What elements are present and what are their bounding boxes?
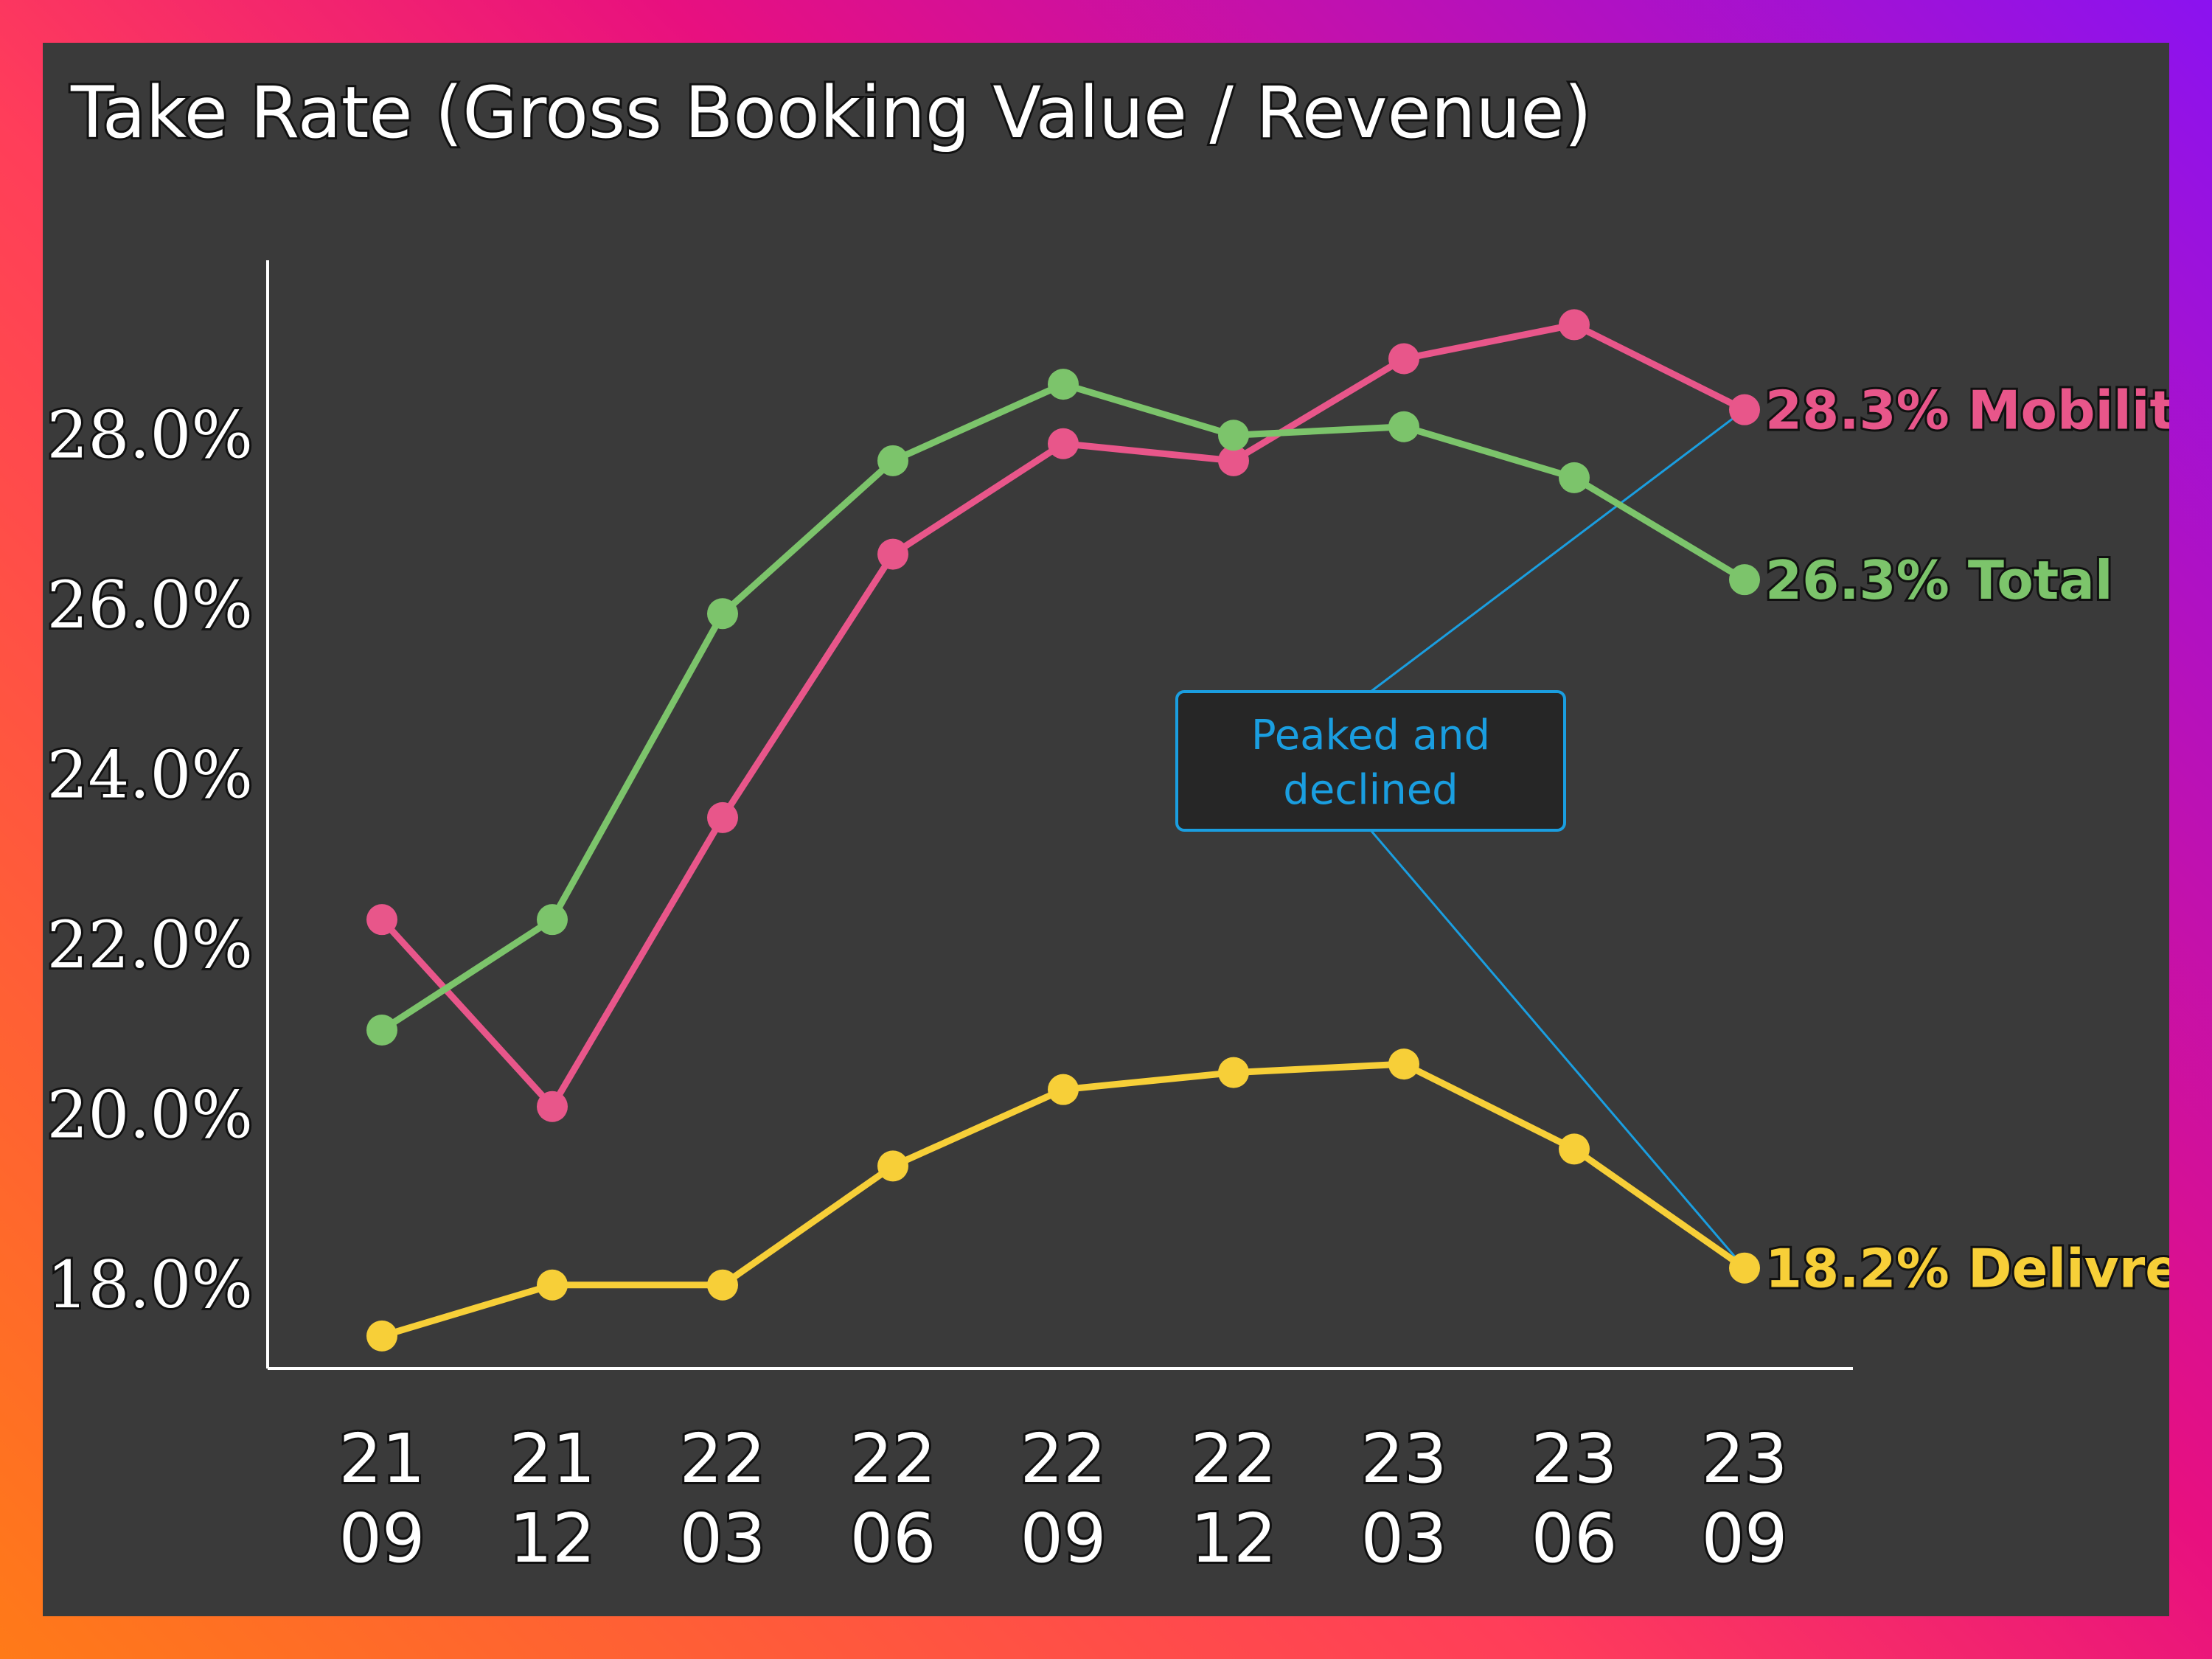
delivery-data-point: [1388, 1048, 1419, 1080]
mobility-data-point: [1388, 343, 1419, 375]
delivery-data-point: [366, 1320, 397, 1352]
total-data-point: [537, 904, 568, 936]
y-tick-label: 24.0%: [46, 737, 253, 813]
x-tick-label: 22: [849, 1419, 936, 1498]
end-labels: 28.3% Mobility 26.3% Total 18.2% Delivrey: [1763, 378, 2169, 1302]
x-tick-label: 23: [1360, 1419, 1447, 1498]
total-data-point: [877, 445, 908, 476]
total-end-label: 26.3% Total: [1765, 549, 2113, 611]
x-tick-label: 09: [1701, 1499, 1787, 1578]
x-tick-label: 03: [679, 1499, 765, 1578]
x-tick-label: 21: [338, 1419, 425, 1498]
total-data-point: [366, 1015, 397, 1046]
x-tick-label: 22: [679, 1419, 765, 1498]
total-data-point: [1218, 420, 1249, 451]
total-data-point: [707, 598, 738, 630]
x-tick-label: 03: [1360, 1499, 1447, 1578]
total-data-point: [1048, 369, 1079, 400]
y-tick-label: 20.0%: [46, 1077, 253, 1152]
annotation-text: Peaked and: [1251, 712, 1490, 759]
delivery-data-point: [877, 1150, 908, 1182]
take-rate-chart: Take Rate (Gross Booking Value / Revenue…: [44, 69, 2169, 1580]
total-data-point: [1729, 564, 1760, 596]
mobility-data-point: [1048, 428, 1079, 459]
y-tick-label: 26.0%: [46, 567, 253, 643]
x-tick-label: 12: [509, 1499, 595, 1578]
mobility-data-point: [1729, 394, 1760, 425]
mobility-end-label: 28.3% Mobility: [1765, 380, 2169, 442]
mobility-data-point: [877, 538, 908, 570]
annotation-connector-line: [1370, 408, 1745, 693]
series-layer: [366, 309, 1760, 1352]
mobility-data-point: [537, 1091, 568, 1122]
delivery-end-label: 18.2% Delivrey: [1765, 1238, 2169, 1300]
axes: 18.0%20.0%22.0%24.0%26.0%28.0%2109211222…: [44, 260, 1853, 1580]
x-tick-label: 22: [1190, 1419, 1276, 1498]
y-tick-label: 28.0%: [46, 397, 253, 473]
annotation-box: [1175, 690, 1566, 832]
x-tick-label: 21: [509, 1419, 595, 1498]
mobility-data-point: [707, 801, 738, 833]
delivery-data-point: [1048, 1074, 1079, 1105]
x-tick-label: 23: [1701, 1419, 1787, 1498]
y-tick-label: 22.0%: [46, 907, 253, 983]
delivery-data-point: [707, 1269, 738, 1301]
x-tick-label: 23: [1531, 1419, 1617, 1498]
mobility-data-point: [1218, 445, 1249, 476]
mobility-data-point: [366, 904, 397, 936]
annotation-callout: Peaked and declined: [1175, 690, 1566, 832]
annotation-text: declined: [1283, 766, 1458, 814]
chart-panel: Take Rate (Gross Booking Value / Revenue…: [43, 43, 2169, 1616]
delivery-data-point: [537, 1269, 568, 1301]
y-tick-label: 18.0%: [46, 1247, 253, 1323]
delivery-data-point: [1559, 1133, 1590, 1165]
x-tick-label: 09: [338, 1499, 425, 1578]
total-data-point: [1388, 411, 1419, 442]
chart-title: Take Rate (Gross Booking Value / Revenue…: [70, 72, 1592, 154]
x-tick-label: 06: [849, 1499, 936, 1578]
annotation-connector-line: [1369, 830, 1746, 1269]
x-tick-label: 22: [1020, 1419, 1106, 1498]
total-data-point: [1559, 462, 1590, 493]
delivery-data-point: [1218, 1057, 1249, 1088]
x-tick-label: 09: [1020, 1499, 1106, 1578]
x-tick-label: 12: [1190, 1499, 1276, 1578]
delivery-data-point: [1729, 1252, 1760, 1284]
mobility-data-point: [1559, 309, 1590, 341]
x-tick-label: 06: [1531, 1499, 1617, 1578]
